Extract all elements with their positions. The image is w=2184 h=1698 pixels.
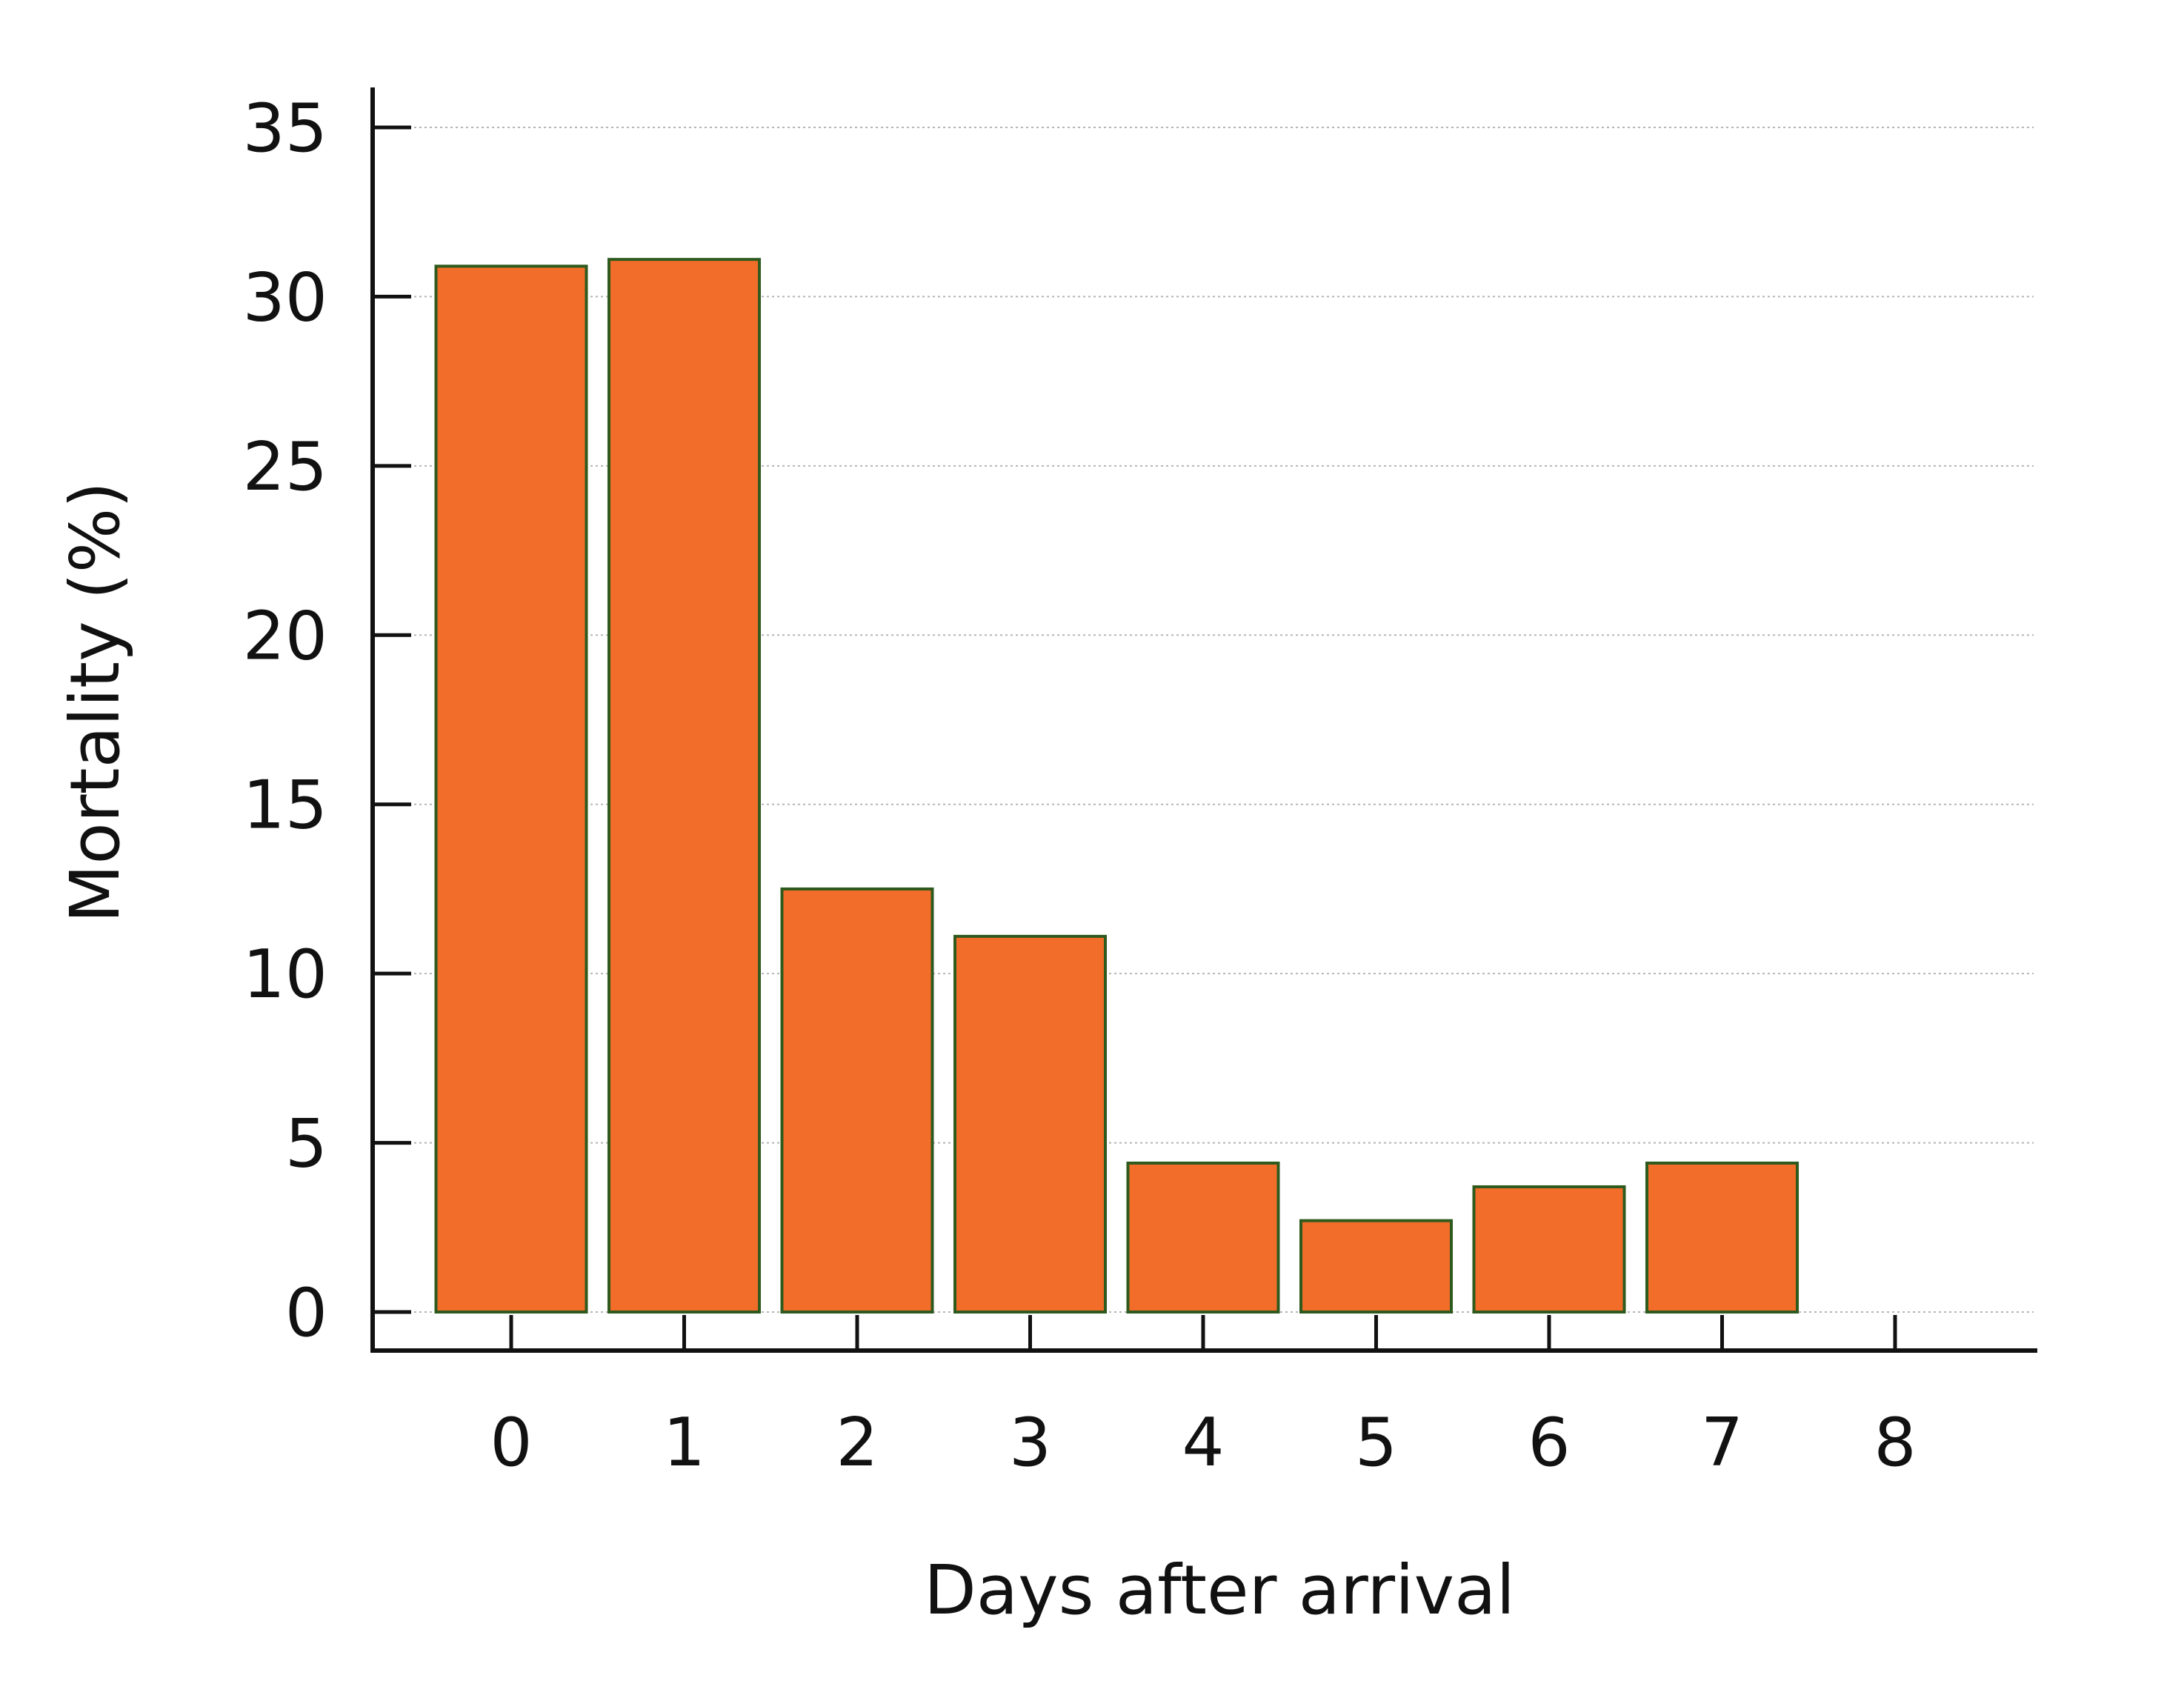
bar-6 [1472, 1185, 1626, 1314]
bar-5 [1299, 1219, 1453, 1314]
x-axis-title: Days after arrival [924, 1551, 1515, 1630]
bar-7 [1645, 1161, 1799, 1314]
y-ticks: 0 5 10 15 20 25 30 35 [242, 90, 411, 1352]
x-ticks: 0 1 2 3 4 5 6 7 8 [490, 1315, 1917, 1482]
y-tick-label-35: 35 [242, 90, 327, 167]
y-tick-label-30: 30 [242, 259, 327, 336]
x-tick-label-0: 0 [490, 1404, 532, 1482]
bar-1 [607, 258, 761, 1314]
x-tick-label-3: 3 [1009, 1404, 1051, 1482]
x-tick-label-4: 4 [1182, 1404, 1224, 1482]
bar-3 [953, 934, 1107, 1314]
bar-0 [434, 264, 588, 1314]
x-tick-label-2: 2 [836, 1404, 878, 1482]
bars [434, 258, 1799, 1314]
x-tick-label-6: 6 [1528, 1404, 1570, 1482]
bar-4 [1126, 1161, 1280, 1314]
x-tick-label-7: 7 [1701, 1404, 1743, 1482]
y-axis-title: Mortality (%) [56, 482, 135, 923]
x-tick-label-1: 1 [663, 1404, 705, 1482]
y-tick-label-20: 20 [242, 597, 327, 675]
y-tick-label-15: 15 [242, 767, 327, 845]
bar-2 [780, 887, 934, 1314]
y-tick-label-5: 5 [285, 1105, 327, 1183]
x-tick-label-5: 5 [1355, 1404, 1397, 1482]
y-tick-label-10: 10 [242, 936, 327, 1013]
x-tick-label-8: 8 [1874, 1404, 1916, 1482]
y-tick-label-25: 25 [242, 428, 327, 506]
y-tick-label-0: 0 [285, 1274, 327, 1352]
